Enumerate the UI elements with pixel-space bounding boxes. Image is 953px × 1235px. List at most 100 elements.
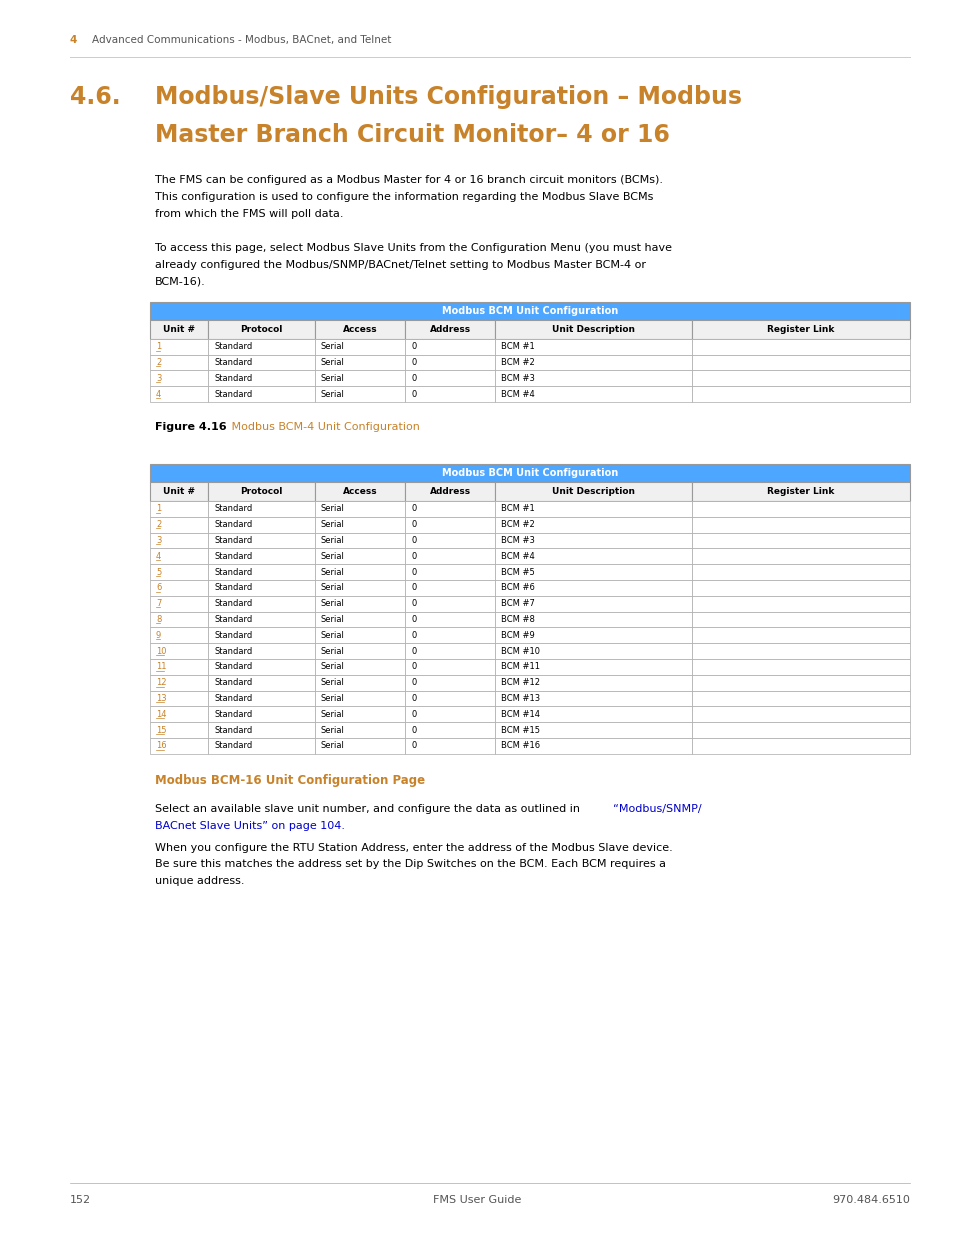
Text: BCM #9: BCM #9 [501,631,535,640]
Text: BCM #2: BCM #2 [501,358,535,367]
FancyBboxPatch shape [150,595,209,611]
FancyBboxPatch shape [495,548,691,564]
Text: Serial: Serial [320,342,344,351]
Text: 0: 0 [411,552,416,561]
FancyBboxPatch shape [691,739,909,753]
FancyBboxPatch shape [405,548,495,564]
Text: Protocol: Protocol [240,325,282,333]
Text: Modbus/Slave Units Configuration – Modbus: Modbus/Slave Units Configuration – Modbu… [154,85,741,109]
Text: BACnet Slave Units” on page 104.: BACnet Slave Units” on page 104. [154,820,345,831]
FancyBboxPatch shape [150,532,209,548]
FancyBboxPatch shape [405,354,495,370]
FancyBboxPatch shape [314,611,405,627]
Text: 0: 0 [411,504,416,514]
FancyBboxPatch shape [314,674,405,690]
Text: from which the FMS will poll data.: from which the FMS will poll data. [154,209,343,219]
Text: 0: 0 [411,741,416,751]
FancyBboxPatch shape [150,338,209,354]
FancyBboxPatch shape [314,516,405,532]
FancyBboxPatch shape [405,595,495,611]
FancyBboxPatch shape [150,483,209,501]
FancyBboxPatch shape [209,659,314,674]
Text: Be sure this matches the address set by the Dip Switches on the BCM. Each BCM re: Be sure this matches the address set by … [154,860,665,869]
Text: 0: 0 [411,599,416,608]
Text: Serial: Serial [320,358,344,367]
FancyBboxPatch shape [150,690,209,706]
FancyBboxPatch shape [314,370,405,387]
Text: BCM #6: BCM #6 [501,583,535,593]
Text: 0: 0 [411,726,416,735]
FancyBboxPatch shape [691,370,909,387]
FancyBboxPatch shape [405,483,495,501]
FancyBboxPatch shape [209,387,314,403]
FancyBboxPatch shape [691,722,909,739]
Text: Standard: Standard [214,389,253,399]
Text: 12: 12 [156,678,167,687]
FancyBboxPatch shape [150,516,209,532]
Text: Serial: Serial [320,678,344,687]
FancyBboxPatch shape [209,706,314,722]
FancyBboxPatch shape [405,370,495,387]
Text: 6: 6 [156,583,161,593]
FancyBboxPatch shape [495,595,691,611]
Text: Access: Access [342,488,376,496]
Text: BCM #15: BCM #15 [501,726,540,735]
Text: Standard: Standard [214,342,253,351]
FancyBboxPatch shape [314,354,405,370]
Text: 11: 11 [156,662,167,672]
Text: BCM #3: BCM #3 [501,536,535,545]
Text: 0: 0 [411,358,416,367]
Text: 0: 0 [411,342,416,351]
Text: Serial: Serial [320,631,344,640]
FancyBboxPatch shape [691,387,909,403]
Text: Unit #: Unit # [163,325,195,333]
Text: Modbus BCM-16 Unit Configuration Page: Modbus BCM-16 Unit Configuration Page [154,774,425,787]
FancyBboxPatch shape [314,722,405,739]
FancyBboxPatch shape [405,739,495,753]
FancyBboxPatch shape [495,354,691,370]
FancyBboxPatch shape [691,627,909,643]
Text: Serial: Serial [320,568,344,577]
Text: Standard: Standard [214,568,253,577]
Text: Standard: Standard [214,374,253,383]
Text: 3: 3 [156,374,161,383]
Text: BCM #13: BCM #13 [501,694,540,703]
FancyBboxPatch shape [405,532,495,548]
Text: Standard: Standard [214,694,253,703]
Text: 0: 0 [411,389,416,399]
Text: BCM #7: BCM #7 [501,599,535,608]
FancyBboxPatch shape [209,564,314,580]
Text: Serial: Serial [320,726,344,735]
Text: Serial: Serial [320,599,344,608]
FancyBboxPatch shape [209,483,314,501]
Text: 16: 16 [156,741,167,751]
FancyBboxPatch shape [150,722,209,739]
FancyBboxPatch shape [405,516,495,532]
FancyBboxPatch shape [314,659,405,674]
Text: 0: 0 [411,583,416,593]
Text: Standard: Standard [214,741,253,751]
FancyBboxPatch shape [209,643,314,659]
Text: Standard: Standard [214,583,253,593]
Text: BCM #2: BCM #2 [501,520,535,530]
Text: 7: 7 [156,599,161,608]
Text: Standard: Standard [214,726,253,735]
FancyBboxPatch shape [314,627,405,643]
FancyBboxPatch shape [691,706,909,722]
FancyBboxPatch shape [691,501,909,516]
Text: Standard: Standard [214,662,253,672]
Text: Address: Address [429,325,471,333]
Text: BCM #1: BCM #1 [501,504,535,514]
Text: Standard: Standard [214,504,253,514]
FancyBboxPatch shape [150,739,209,753]
FancyBboxPatch shape [495,370,691,387]
FancyBboxPatch shape [691,643,909,659]
Text: To access this page, select Modbus Slave Units from the Configuration Menu (you : To access this page, select Modbus Slave… [154,243,671,253]
FancyBboxPatch shape [495,739,691,753]
Text: Modbus BCM-4 Unit Configuration: Modbus BCM-4 Unit Configuration [228,422,419,432]
Text: BCM #3: BCM #3 [501,374,535,383]
FancyBboxPatch shape [209,370,314,387]
FancyBboxPatch shape [405,580,495,595]
FancyBboxPatch shape [150,643,209,659]
Text: 0: 0 [411,374,416,383]
